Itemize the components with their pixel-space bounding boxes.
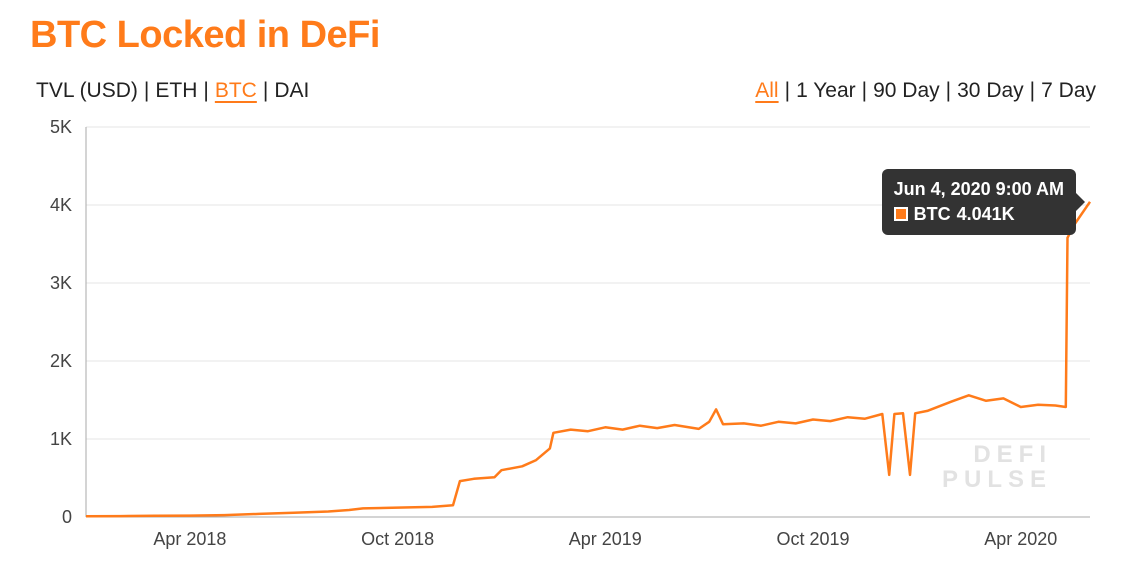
tab-separator: | bbox=[257, 79, 274, 103]
metric-tab-dai[interactable]: DAI bbox=[274, 79, 309, 103]
svg-text:3K: 3K bbox=[50, 273, 72, 293]
metric-tab-tvl-usd-[interactable]: TVL (USD) bbox=[36, 79, 138, 103]
svg-text:Apr 2019: Apr 2019 bbox=[569, 529, 642, 549]
range-tab-30-day[interactable]: 30 Day bbox=[957, 79, 1024, 103]
page-title: BTC Locked in DeFi bbox=[30, 14, 1102, 57]
svg-text:Apr 2020: Apr 2020 bbox=[984, 529, 1057, 549]
range-tab-7-day[interactable]: 7 Day bbox=[1041, 79, 1096, 103]
metric-tabs: TVL (USD)|ETH|BTC|DAI bbox=[36, 79, 309, 103]
range-tab-1-year[interactable]: 1 Year bbox=[796, 79, 856, 103]
metric-tab-btc[interactable]: BTC bbox=[215, 79, 257, 103]
svg-text:0: 0 bbox=[62, 507, 72, 527]
tab-separator: | bbox=[856, 79, 873, 103]
tab-separator: | bbox=[940, 79, 957, 103]
svg-text:Oct 2018: Oct 2018 bbox=[361, 529, 434, 549]
chart-container: 0 1K 2K 3K 4K 5K Apr 2018 Oct 2018 Apr 2019 Oct 2… bbox=[30, 117, 1102, 557]
range-tabs: All|1 Year|90 Day|30 Day|7 Day bbox=[755, 79, 1096, 103]
metric-tab-eth[interactable]: ETH bbox=[155, 79, 197, 103]
tab-separator: | bbox=[138, 79, 155, 103]
svg-text:2K: 2K bbox=[50, 351, 72, 371]
range-tab-90-day[interactable]: 90 Day bbox=[873, 79, 940, 103]
btc-locked-chart: 0 1K 2K 3K 4K 5K Apr 2018 Oct 2018 Apr 2019 Oct 2… bbox=[30, 117, 1102, 557]
svg-text:Apr 2018: Apr 2018 bbox=[153, 529, 226, 549]
controls-row: TVL (USD)|ETH|BTC|DAI All|1 Year|90 Day|… bbox=[30, 79, 1102, 103]
tab-separator: | bbox=[779, 79, 796, 103]
tab-separator: | bbox=[1024, 79, 1041, 103]
svg-text:5K: 5K bbox=[50, 117, 72, 137]
svg-text:1K: 1K bbox=[50, 429, 72, 449]
svg-text:Oct 2019: Oct 2019 bbox=[777, 529, 850, 549]
tab-separator: | bbox=[197, 79, 214, 103]
svg-text:4K: 4K bbox=[50, 195, 72, 215]
range-tab-all[interactable]: All bbox=[755, 79, 778, 103]
